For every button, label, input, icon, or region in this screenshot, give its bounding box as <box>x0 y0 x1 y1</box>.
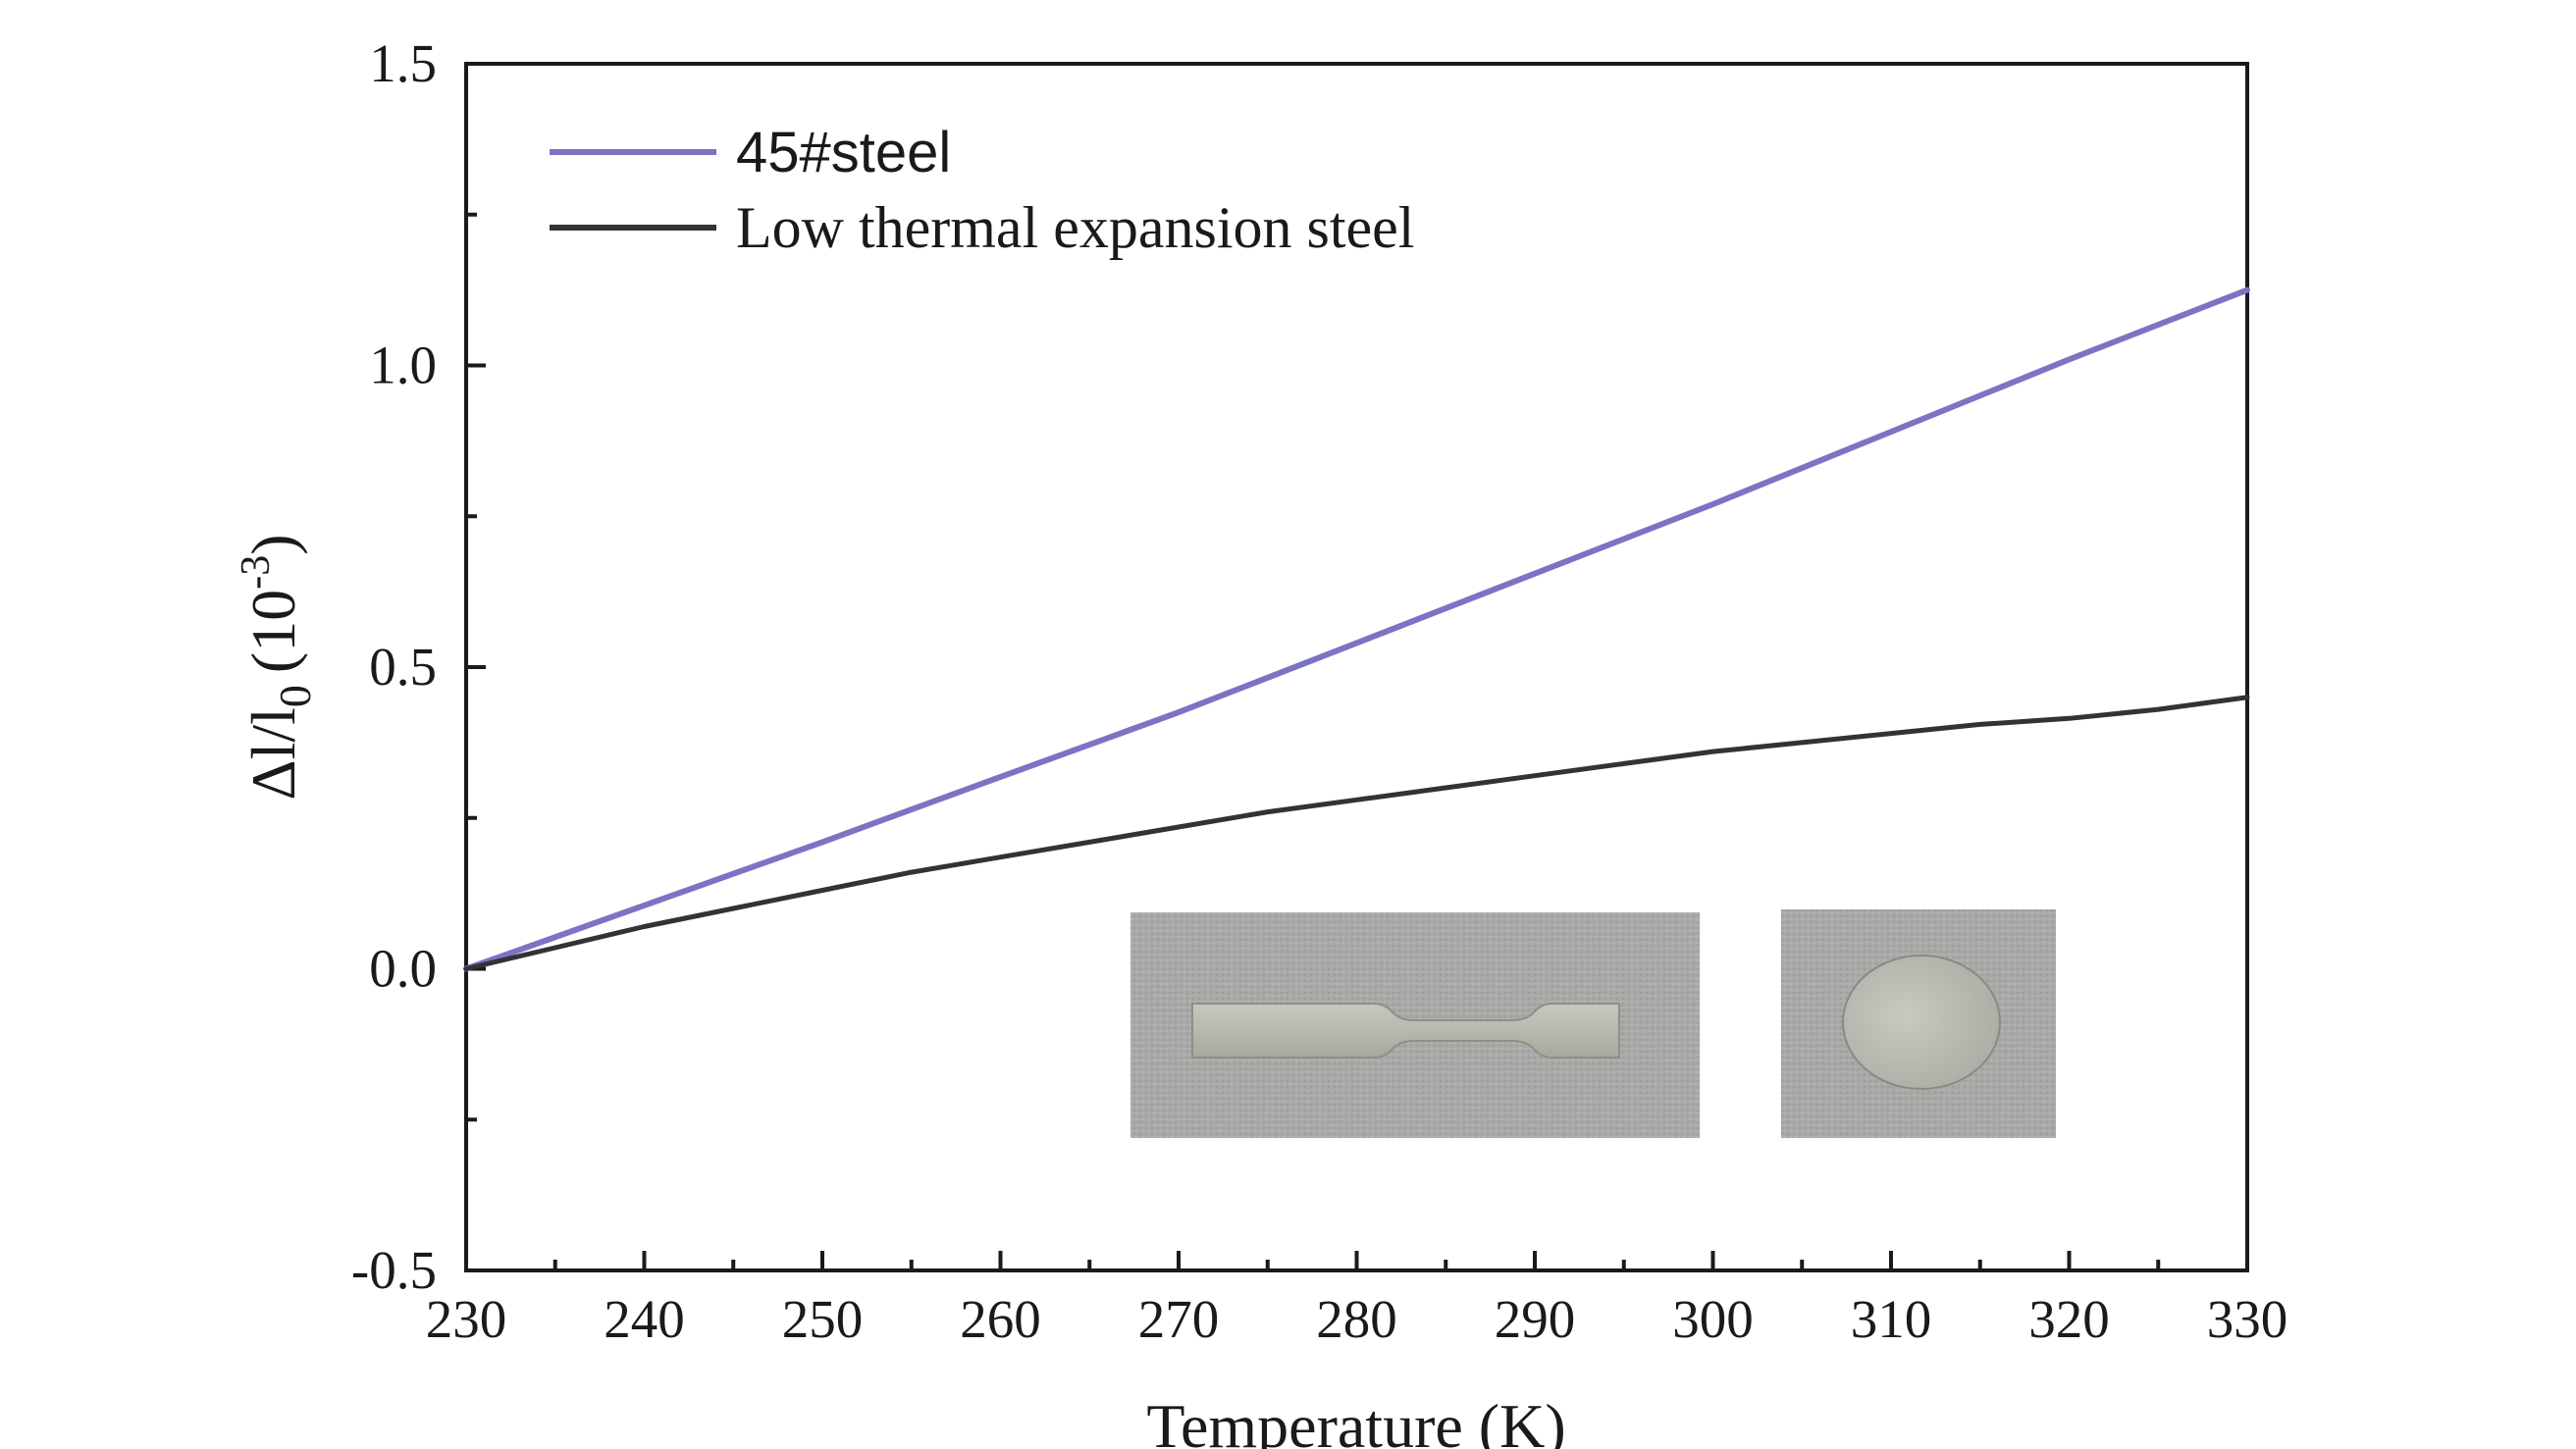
y-axis-title-subscript: 0 <box>270 685 320 707</box>
x-tick-label: 250 <box>782 1289 864 1349</box>
series-line-45-steel <box>463 286 2250 972</box>
legend-label-45-steel: 45#steel <box>736 121 951 184</box>
disc-specimen-photo <box>1781 909 2056 1138</box>
y-axis-title-base: Δl/l <box>238 707 308 801</box>
x-tick-label: 280 <box>1316 1289 1397 1349</box>
legend: 45#steel Low thermal expansion steel <box>550 121 1414 260</box>
legend-label-low-thermal-expansion-steel: Low thermal expansion steel <box>736 195 1414 260</box>
dogbone-specimen-photo <box>1130 912 1700 1138</box>
y-axis-title-unit-suffix: ) <box>238 534 308 554</box>
x-tick-label: 320 <box>2028 1289 2110 1349</box>
y-tick-label: 0.0 <box>369 939 437 999</box>
y-tick-label: 1.5 <box>369 33 437 93</box>
dogbone-specimen <box>1191 1003 1620 1059</box>
axis-tick-labels: 230 240 250 260 270 280 290 300 310 320 330 -0.5 0.0… <box>351 33 2287 1349</box>
y-axis-title: Δl/l0 (10-3) <box>234 534 320 800</box>
series-line-low-thermal-expansion-steel <box>463 695 2250 971</box>
disc-specimen <box>1842 955 2001 1090</box>
y-axis-title-unit-prefix: (10 <box>238 590 308 673</box>
x-tick-label: 290 <box>1495 1289 1576 1349</box>
x-tick-label: 310 <box>1851 1289 1932 1349</box>
y-tick-label: 0.5 <box>369 637 437 697</box>
x-tick-label: 240 <box>604 1289 685 1349</box>
y-tick-label: -0.5 <box>351 1240 437 1300</box>
x-tick-label: 230 <box>426 1289 507 1349</box>
x-axis-title: Temperature (K) <box>1146 1391 1565 1449</box>
y-tick-label: 1.0 <box>369 336 437 395</box>
y-axis-title-superscript: -3 <box>234 555 279 590</box>
x-tick-label: 300 <box>1672 1289 1754 1349</box>
series-lines <box>463 286 2250 972</box>
inset-photos <box>1130 909 2056 1138</box>
x-tick-label: 330 <box>2207 1289 2288 1349</box>
x-tick-label: 270 <box>1138 1289 1220 1349</box>
x-tick-label: 260 <box>960 1289 1041 1349</box>
